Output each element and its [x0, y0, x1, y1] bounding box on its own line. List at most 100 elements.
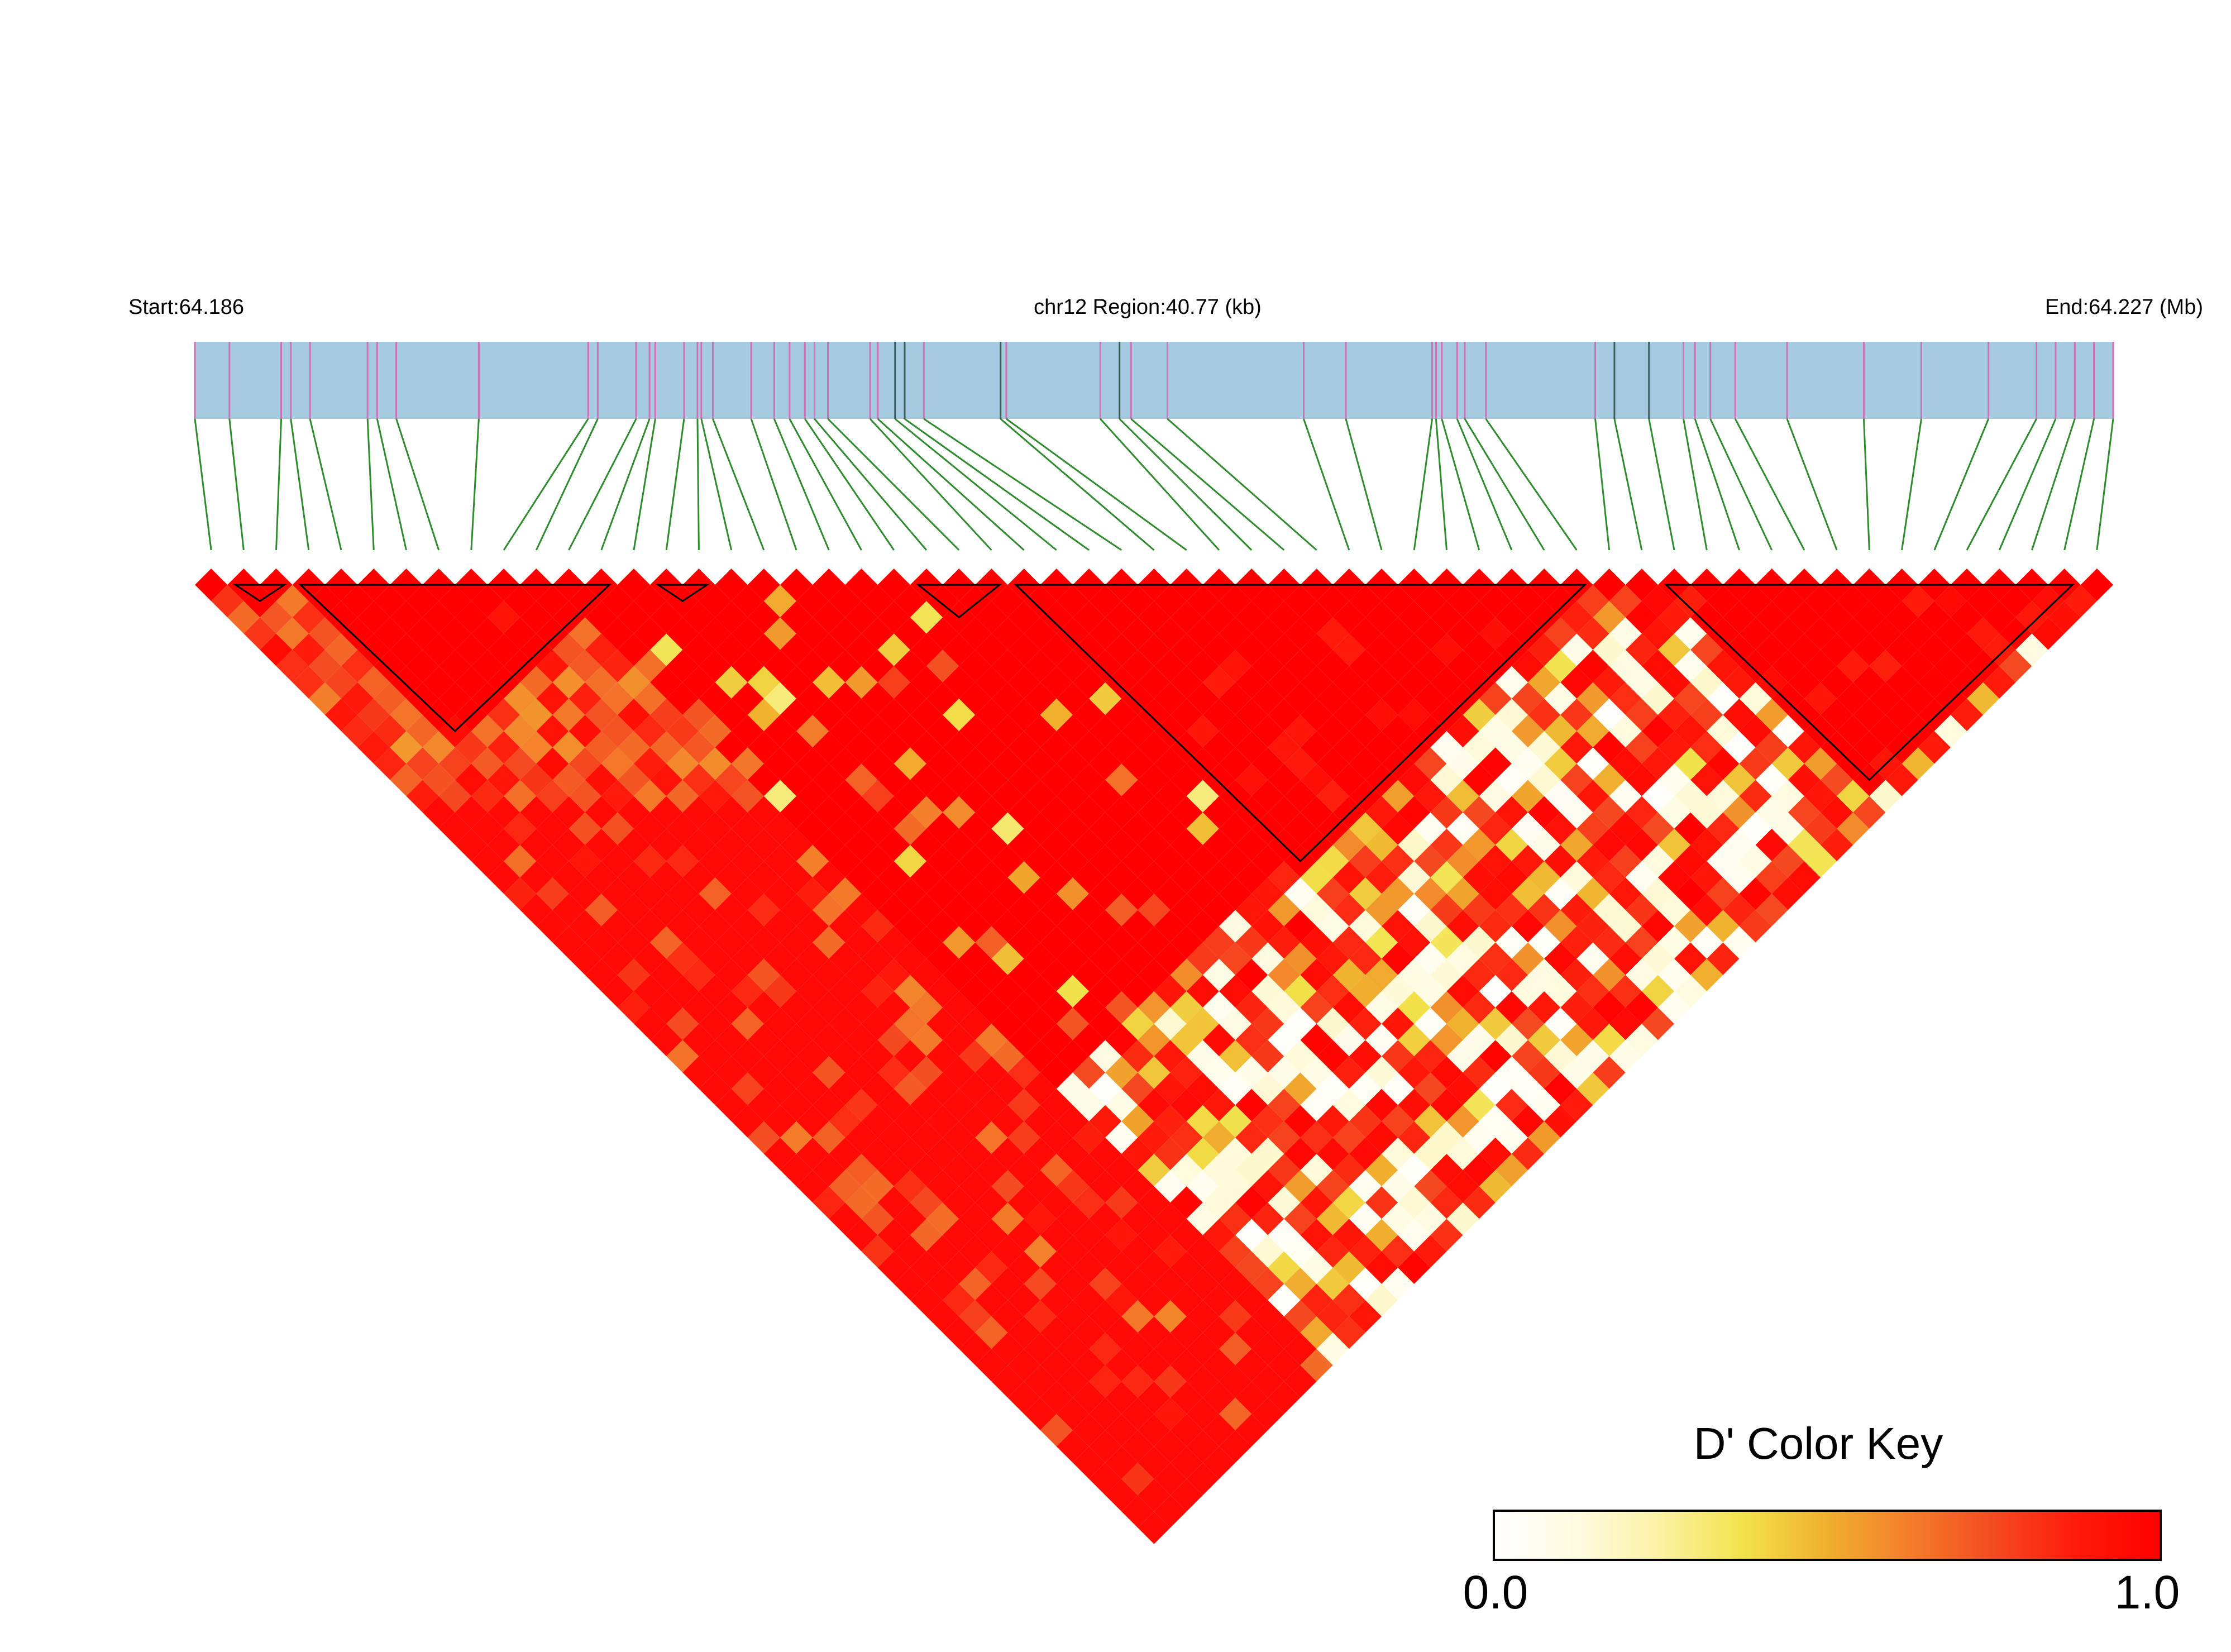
ld-cell [861, 682, 894, 715]
ld-cell [1138, 1088, 1171, 1121]
ld-cell [1300, 666, 1333, 699]
ld-cell [504, 617, 537, 650]
ld-cell [1967, 682, 2000, 715]
ld-cell [1641, 747, 1675, 780]
ld-cell [1707, 780, 1740, 813]
ld-cell [1463, 861, 1496, 894]
ld-cell [1316, 1333, 1349, 1365]
ld-cell [1837, 650, 1870, 682]
ld-cell [1121, 1267, 1154, 1300]
ld-cell [666, 682, 699, 715]
snp-connector [290, 418, 310, 551]
ld-cell [1089, 747, 1122, 780]
ld-cell [1528, 894, 1561, 927]
ld-cell [1495, 926, 1528, 959]
ld-cell [1089, 942, 1122, 975]
ld-cell [536, 747, 569, 780]
ld-cell [1186, 585, 1219, 618]
ld-cell [699, 975, 732, 1008]
ld-cell [569, 844, 601, 878]
ld-cell [1056, 1397, 1090, 1430]
ld-cell [763, 910, 797, 943]
ld-cell [991, 1267, 1024, 1300]
ld-cell [1446, 714, 1479, 748]
ld-cell [959, 617, 992, 650]
color-key-gradient-bar [1493, 1510, 2162, 1561]
ld-cell [552, 828, 585, 861]
ld-cell [1089, 1333, 1122, 1365]
ld-cell [959, 1137, 992, 1171]
ld-cell [829, 747, 862, 780]
ld-cell [1235, 698, 1268, 732]
ld-cell [796, 1072, 829, 1105]
ld-cell [552, 894, 585, 927]
ld-cell [438, 617, 471, 650]
snp-connector [535, 418, 599, 551]
ld-cell [861, 747, 894, 780]
ld-cell [1316, 975, 1349, 1008]
ld-cell [991, 780, 1024, 813]
ld-cell [1089, 714, 1122, 748]
ld-cell [1024, 910, 1057, 943]
ld-cell [991, 1137, 1024, 1171]
ld-cell [1593, 958, 1626, 991]
ld-cell [536, 877, 569, 910]
ld-cell [1121, 1137, 1154, 1171]
ld-cell [292, 633, 325, 666]
ld-cell [1089, 617, 1122, 650]
ld-cell [1316, 682, 1349, 715]
ld-cell [1170, 763, 1203, 796]
ld-cell [1186, 780, 1219, 813]
ld-cell [1771, 585, 1804, 618]
ld-cell [1625, 926, 1658, 959]
ld-cell [1138, 1349, 1171, 1382]
ld-cell [926, 682, 959, 715]
ld-cell [1251, 1007, 1284, 1040]
ld-cell [829, 714, 862, 748]
ld-cell [1300, 1219, 1333, 1252]
ld-cell [1690, 763, 1723, 796]
ld-cell [1821, 633, 1853, 666]
ld-cell [1853, 731, 1886, 764]
ld-cell [1202, 633, 1236, 666]
ld-cell [1170, 698, 1203, 732]
ld-cell [357, 601, 390, 634]
ld-cell [666, 812, 699, 845]
ld-cell [1382, 877, 1415, 910]
ld-cell [1072, 1186, 1106, 1219]
ld-cell [1105, 1381, 1138, 1414]
ld-cell [1723, 763, 1756, 796]
ld-cell [1707, 877, 1740, 910]
ld-cell [1463, 926, 1496, 959]
ld-cell [406, 714, 439, 748]
ld-cell [1332, 1283, 1365, 1317]
ld-cell [569, 942, 601, 975]
ld-cell [829, 1072, 862, 1105]
ld-cell [1560, 894, 1593, 927]
ld-cell [1511, 747, 1545, 780]
ld-cell [1560, 958, 1593, 991]
ld-cell [324, 633, 358, 666]
ld-cell [1576, 780, 1609, 813]
ld-cell [796, 747, 829, 780]
ld-cell [1414, 1137, 1447, 1171]
ld-cell [926, 1137, 959, 1171]
ld-cell [374, 682, 407, 715]
ld-cell [552, 633, 585, 666]
ld-cell [991, 1333, 1024, 1365]
ld-cell [1089, 1235, 1122, 1268]
ld-cell [1056, 1072, 1090, 1105]
ld-cell [1918, 633, 1951, 666]
ld-cell [601, 910, 634, 943]
ld-cell [1170, 1446, 1203, 1479]
ld-cell [861, 910, 894, 943]
snp-connector [814, 418, 928, 551]
ld-cell [1641, 942, 1675, 975]
ld-cell [422, 633, 455, 666]
snp-connector [1594, 418, 1611, 551]
ld-cell [1463, 894, 1496, 927]
ld-cell [438, 585, 471, 618]
ld-cell [1268, 633, 1301, 666]
ld-cell [926, 877, 959, 910]
ld-cell [520, 601, 553, 634]
